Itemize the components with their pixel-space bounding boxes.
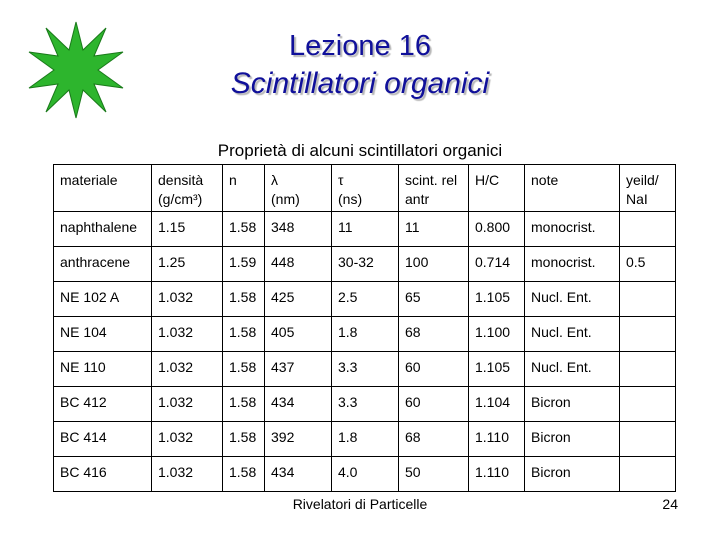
table-caption: Proprietà di alcuni scintillatori organi… xyxy=(217,141,503,160)
table-cell: NE 104 xyxy=(53,316,152,352)
table-cell: Nucl. Ent. xyxy=(524,316,620,352)
table-cell: NE 110 xyxy=(53,351,152,387)
footer-text: Rivelatori di Particelle xyxy=(292,496,428,512)
table-cell: 437 xyxy=(264,351,332,387)
table-cell: 1.15 xyxy=(151,211,223,247)
header-cell: materiale xyxy=(53,164,152,212)
table-cell: anthracene xyxy=(53,246,152,282)
table-cell xyxy=(619,421,676,457)
starburst-icon xyxy=(28,21,124,119)
table-header-row: materiale densità (g/cm³) n λ (nm) τ (ns) s… xyxy=(53,164,676,212)
table-cell: 1.58 xyxy=(222,421,265,457)
table-cell: 60 xyxy=(398,386,469,422)
slide-subtitle: Scintillatori organici xyxy=(230,67,490,100)
table-row: NE 104 1.032 1.58 405 1.8 68 1.100 Nucl. Ent. xyxy=(53,316,676,352)
table-cell: 392 xyxy=(264,421,332,457)
table-cell: BC 414 xyxy=(53,421,152,457)
table-cell: 65 xyxy=(398,281,469,317)
table-cell: 3.3 xyxy=(331,386,399,422)
header-cell: scint. rel antr xyxy=(398,164,469,212)
table-cell: 1.105 xyxy=(468,351,525,387)
table-cell: 1.110 xyxy=(468,421,525,457)
table-cell: 1.8 xyxy=(331,421,399,457)
table-cell xyxy=(619,351,676,387)
table-cell: naphthalene xyxy=(53,211,152,247)
table-cell: 1.104 xyxy=(468,386,525,422)
table-cell: 100 xyxy=(398,246,469,282)
table-cell: 0.800 xyxy=(468,211,525,247)
table-cell: 434 xyxy=(264,456,332,492)
table-cell: 11 xyxy=(398,211,469,247)
table-cell: 1.032 xyxy=(151,351,223,387)
header-cell: densità (g/cm³) xyxy=(151,164,223,212)
table-cell: 1.8 xyxy=(331,316,399,352)
table-cell: 11 xyxy=(331,211,399,247)
table-cell: 1.58 xyxy=(222,456,265,492)
table-cell: 425 xyxy=(264,281,332,317)
table-cell: 1.110 xyxy=(468,456,525,492)
table-cell: 60 xyxy=(398,351,469,387)
table-cell: 1.59 xyxy=(222,246,265,282)
table-cell: 1.032 xyxy=(151,281,223,317)
table-cell: 3.3 xyxy=(331,351,399,387)
table-row: anthracene 1.25 1.59 448 30-32 100 0.714 monocr… xyxy=(53,246,676,282)
table-cell xyxy=(619,211,676,247)
table-cell: 0.714 xyxy=(468,246,525,282)
table-cell: BC 416 xyxy=(53,456,152,492)
table-cell: monocrist. xyxy=(524,211,620,247)
header-cell: τ (ns) xyxy=(331,164,399,212)
table-row: NE 110 1.032 1.58 437 3.3 60 1.105 Nucl. Ent. xyxy=(53,351,676,387)
table-cell: 50 xyxy=(398,456,469,492)
table-cell: monocrist. xyxy=(524,246,620,282)
header-cell: note xyxy=(524,164,620,212)
table-cell: Nucl. Ent. xyxy=(524,351,620,387)
table-cell xyxy=(619,316,676,352)
header-cell: yeild/NaI xyxy=(619,164,676,212)
page-number: 24 xyxy=(662,496,678,512)
table-cell: 348 xyxy=(264,211,332,247)
table-cell: 1.105 xyxy=(468,281,525,317)
table-cell: 1.032 xyxy=(151,421,223,457)
table-cell: 1.58 xyxy=(222,386,265,422)
header-cell: n xyxy=(222,164,265,212)
table-cell: 68 xyxy=(398,316,469,352)
table-cell: 434 xyxy=(264,386,332,422)
table-cell: Bicron xyxy=(524,386,620,422)
table-cell xyxy=(619,456,676,492)
table-cell: Nucl. Ent. xyxy=(524,281,620,317)
table-cell: 1.58 xyxy=(222,211,265,247)
table-cell: 2.5 xyxy=(331,281,399,317)
table-cell: 1.032 xyxy=(151,456,223,492)
table-row: NE 102 A 1.032 1.58 425 2.5 65 1.105 Nucl. Ent. xyxy=(53,281,676,317)
table-cell: Bicron xyxy=(524,456,620,492)
table-cell: 405 xyxy=(264,316,332,352)
table-row: BC 416 1.032 1.58 434 4.0 50 1.110 Bicron xyxy=(53,456,676,492)
table-cell: 1.58 xyxy=(222,316,265,352)
table-cell: 1.58 xyxy=(222,351,265,387)
header-cell: H/C xyxy=(468,164,525,212)
table-cell xyxy=(619,386,676,422)
table-cell: 30-32 xyxy=(331,246,399,282)
table-cell: 68 xyxy=(398,421,469,457)
table-cell: 1.100 xyxy=(468,316,525,352)
table-cell: 1.032 xyxy=(151,386,223,422)
table-cell: 4.0 xyxy=(331,456,399,492)
table-cell: 1.58 xyxy=(222,281,265,317)
table-row: naphthalene 1.15 1.58 348 11 11 0.800 monocrist… xyxy=(53,211,676,247)
header-cell: λ (nm) xyxy=(264,164,332,212)
slide-title: Lezione 16 xyxy=(289,30,431,62)
properties-table: materiale densità (g/cm³) n λ (nm) τ (ns) s… xyxy=(53,164,676,492)
table-cell xyxy=(619,281,676,317)
table-cell: 1.25 xyxy=(151,246,223,282)
table-row: BC 414 1.032 1.58 392 1.8 68 1.110 Bicron xyxy=(53,421,676,457)
table-cell: 1.032 xyxy=(151,316,223,352)
table-cell: 0.5 xyxy=(619,246,676,282)
table-cell: BC 412 xyxy=(53,386,152,422)
table-cell: 448 xyxy=(264,246,332,282)
table-cell: Bicron xyxy=(524,421,620,457)
table-cell: NE 102 A xyxy=(53,281,152,317)
table-row: BC 412 1.032 1.58 434 3.3 60 1.104 Bicron xyxy=(53,386,676,422)
